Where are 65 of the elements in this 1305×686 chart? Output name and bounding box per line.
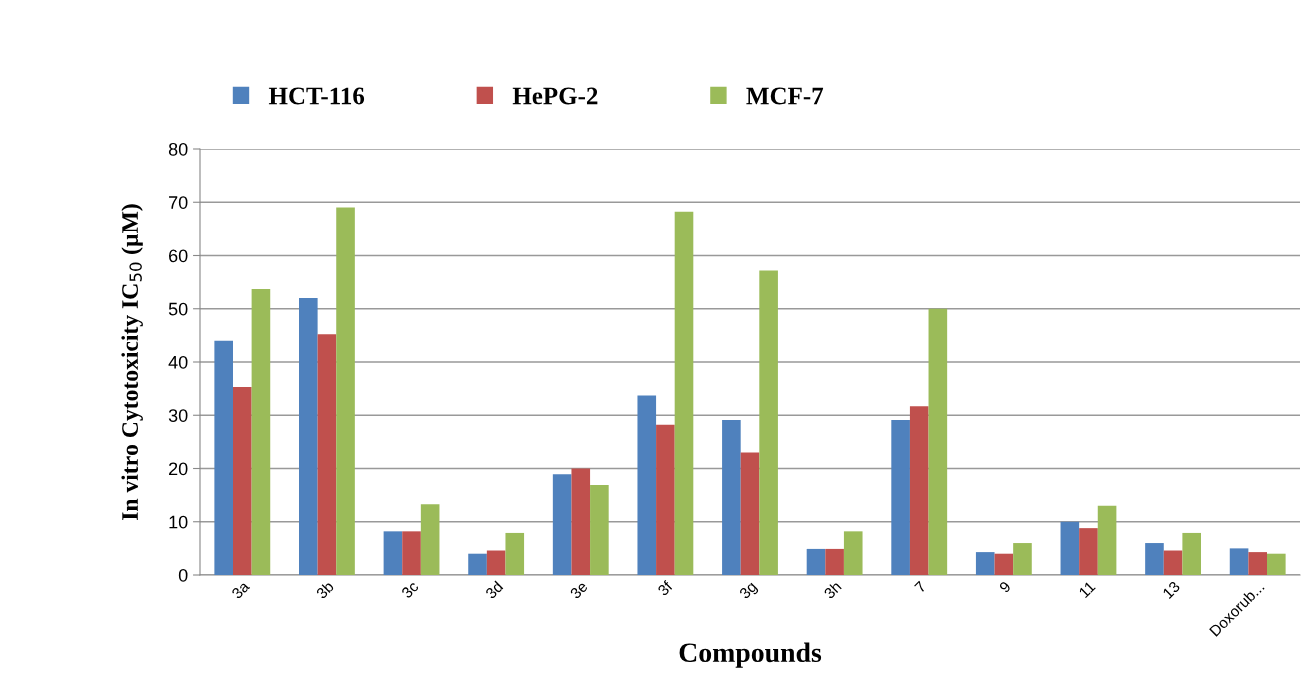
x-tick-label: 11 (1078, 580, 1096, 599)
bar (994, 553, 1014, 575)
y-tick-label: 40 (168, 355, 188, 369)
y-tick-label: 60 (169, 249, 188, 263)
y-tick-label: 30 (168, 409, 188, 422)
bar (1145, 543, 1164, 575)
bar (1097, 505, 1117, 575)
legend-label: HePG-2 (512, 87, 598, 105)
x-axis-title: Compounds (679, 642, 822, 668)
bar (468, 553, 487, 575)
x-tick-label: 3c (400, 580, 420, 599)
bar (637, 395, 657, 575)
y-tick-label: 50 (168, 302, 188, 316)
bar (1079, 528, 1098, 575)
bar (420, 504, 440, 575)
bar (505, 532, 525, 575)
bar (759, 270, 778, 575)
bar (299, 298, 318, 575)
y-tick-label: 80 (168, 142, 188, 156)
bar (1163, 550, 1183, 575)
bar (1060, 521, 1080, 575)
bar (656, 424, 675, 575)
x-tick-label: 3d (484, 580, 504, 600)
bar (674, 211, 694, 575)
bar (1248, 552, 1267, 575)
bar (975, 552, 995, 575)
bar (233, 387, 252, 575)
x-tick-label: 3b (315, 580, 335, 600)
bar (486, 550, 506, 575)
y-tick-label: 20 (169, 462, 188, 476)
bar (552, 474, 572, 575)
bar (317, 334, 337, 575)
x-tick-label: 3h (823, 580, 842, 600)
x-tick-label: 3e (569, 580, 589, 600)
bar (402, 531, 421, 575)
bar (1267, 553, 1286, 575)
y-tick-label: 10 (169, 515, 188, 529)
bar (214, 340, 233, 575)
x-tick-label: 13 (1162, 580, 1181, 599)
legend-label: MCF-7 (746, 87, 824, 105)
y-axis-title: In vitro Cytotoxicity IC$_{50}$ (µM) (121, 204, 143, 520)
bar (590, 485, 609, 575)
x-tick-label: 3a (230, 580, 251, 600)
bar (843, 531, 863, 575)
bar (806, 548, 826, 575)
legend-label: HCT-116 (268, 87, 365, 105)
bar (740, 452, 760, 575)
bar (722, 420, 741, 575)
bar (891, 420, 910, 575)
y-tick-label: 70 (169, 196, 188, 209)
bar (1182, 532, 1201, 575)
y-tick-label: 0 (178, 568, 188, 582)
bar (251, 289, 271, 575)
bar (1229, 548, 1249, 575)
bar (383, 531, 403, 575)
bar (928, 308, 948, 575)
bar (1013, 543, 1032, 575)
x-tick-label: 3f (656, 579, 674, 597)
x-tick-label: 7 (914, 580, 927, 594)
bar (336, 207, 355, 575)
x-tick-label: 9 (998, 580, 1012, 594)
x-tick-label: 3g (738, 580, 760, 602)
bar (825, 548, 844, 575)
bar (571, 468, 591, 575)
bar (909, 406, 929, 575)
